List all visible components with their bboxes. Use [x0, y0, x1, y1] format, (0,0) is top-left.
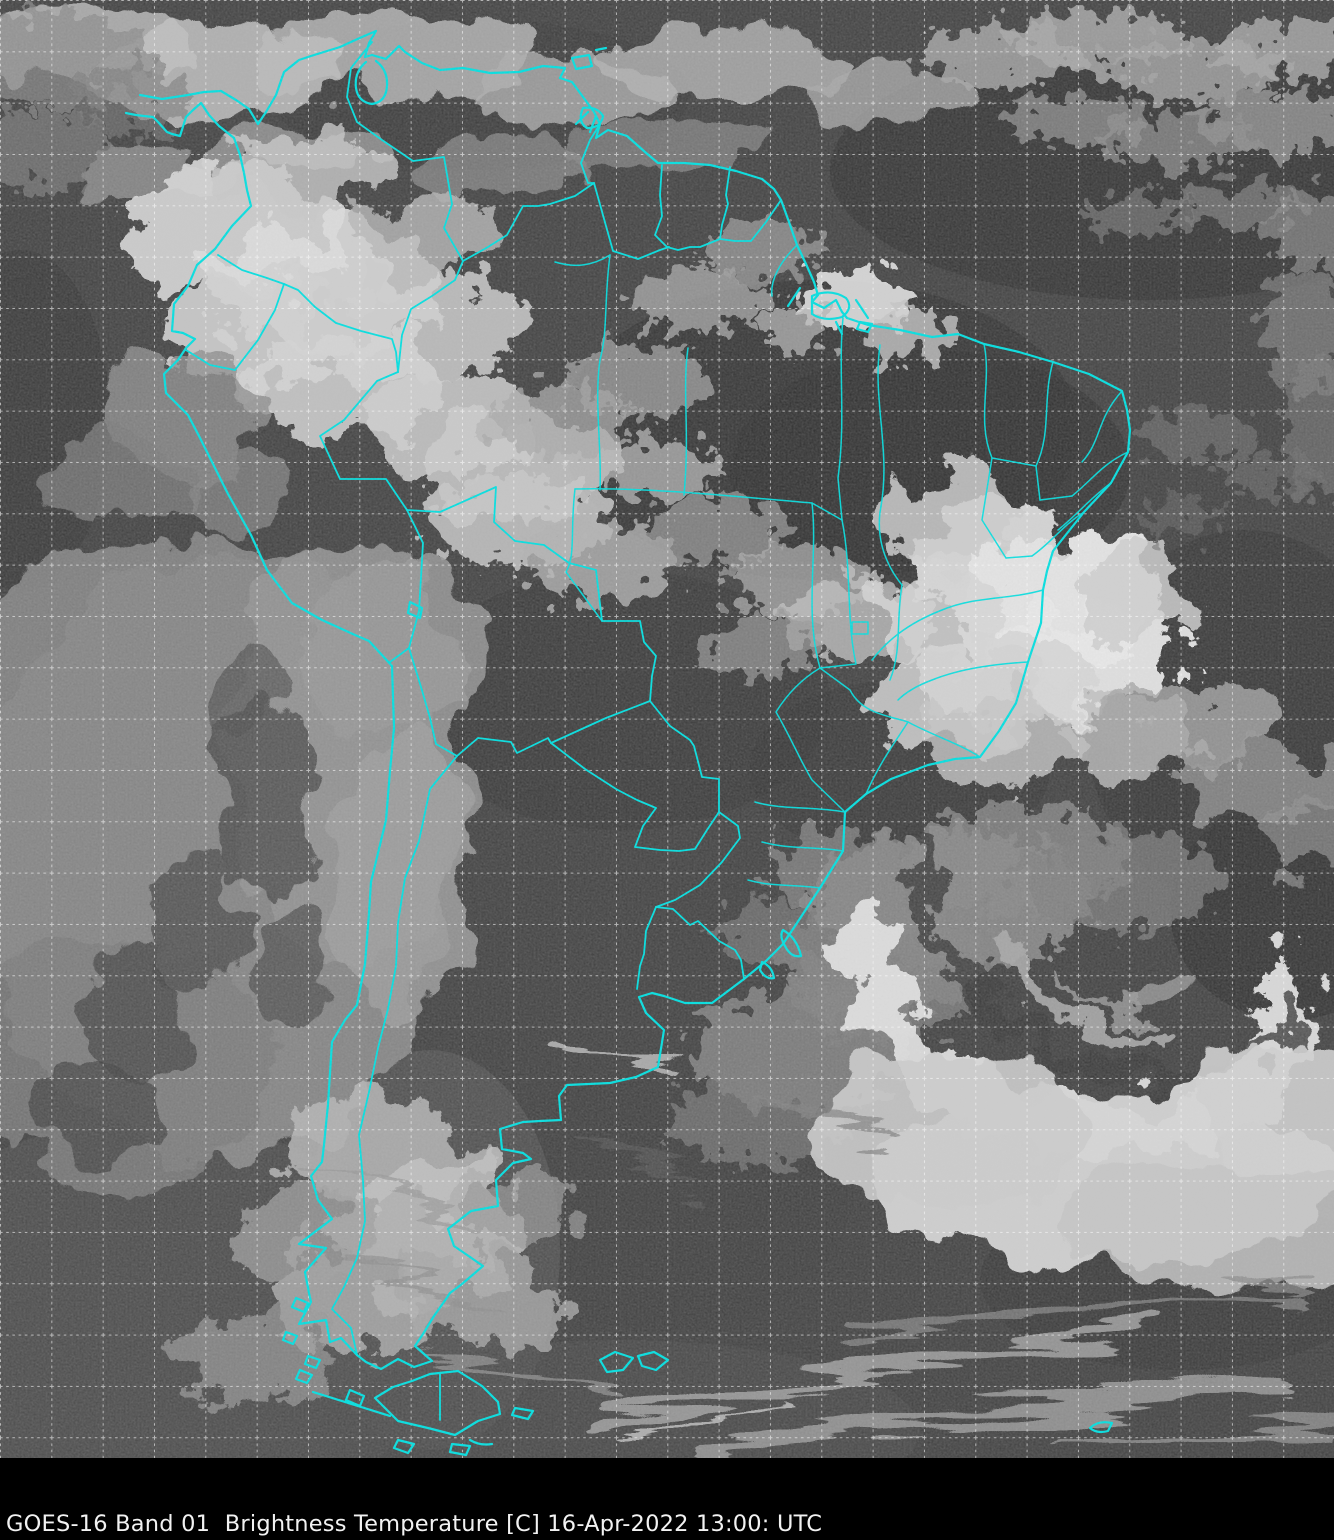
satellite-map	[0, 0, 1334, 1458]
map-caption: GOES-16 Band 01 Brightness Temperature […	[6, 1511, 823, 1537]
caption-bar: GOES-16 Band 01 Brightness Temperature […	[0, 1458, 1334, 1540]
satellite-image	[0, 0, 1334, 1458]
film-grain	[0, 0, 1334, 1458]
